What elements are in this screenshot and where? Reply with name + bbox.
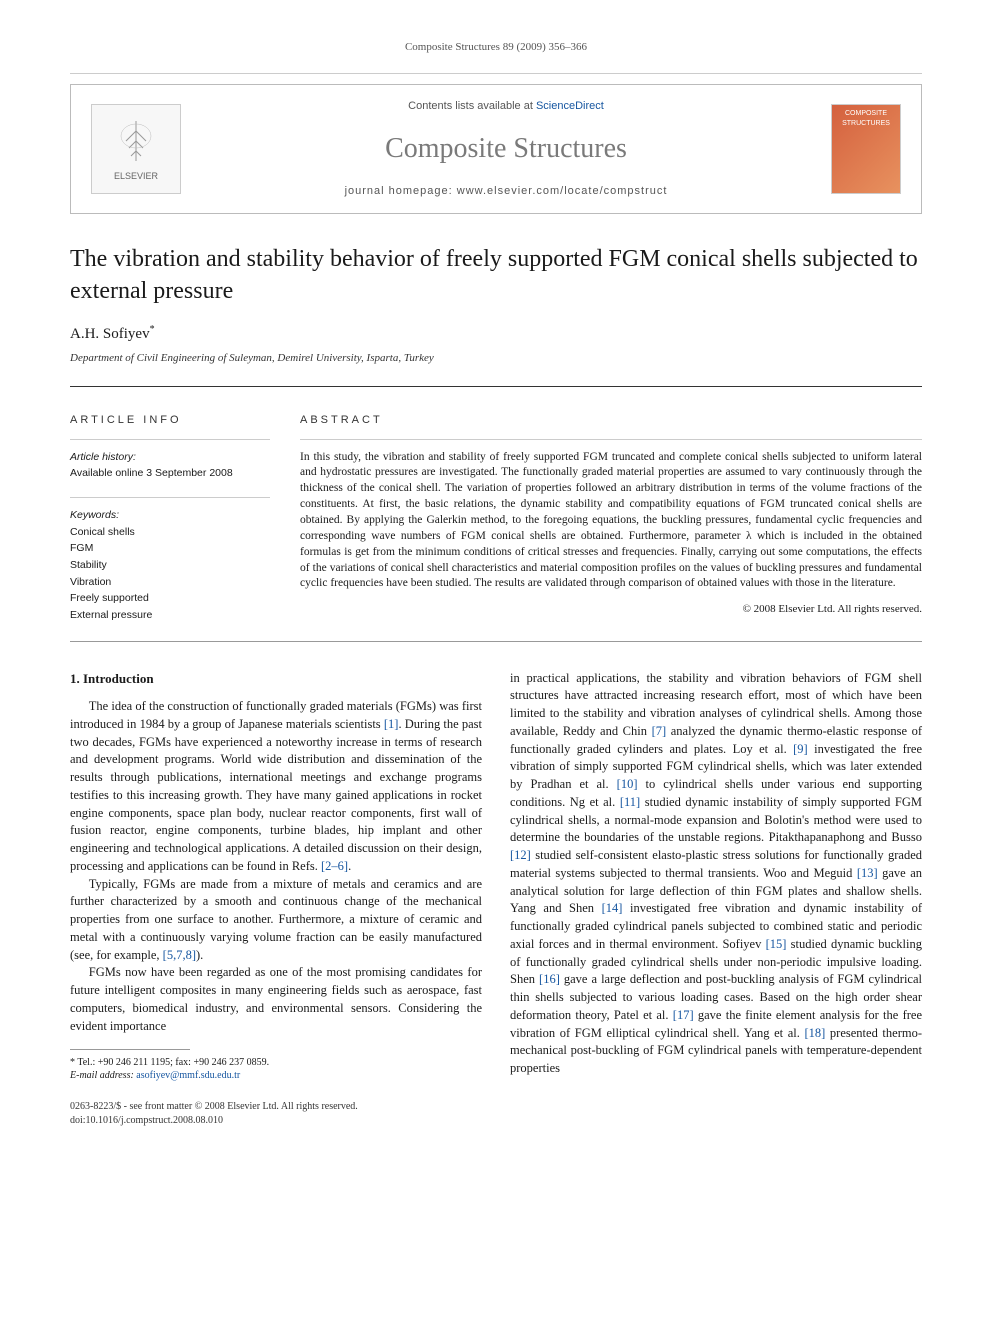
body-text: ). — [196, 948, 203, 962]
ref-link[interactable]: [5,7,8] — [163, 948, 196, 962]
article-info-col: ARTICLE INFO Article history: Available … — [70, 413, 270, 625]
body-paragraph: in practical applications, the stability… — [510, 670, 922, 1078]
keyword-item: Conical shells — [70, 525, 270, 540]
section-1-heading: 1. Introduction — [70, 670, 482, 688]
body-text: Typically, FGMs are made from a mixture … — [70, 877, 482, 962]
history-line: Available online 3 September 2008 — [70, 466, 270, 481]
footnote-line: * Tel.: +90 246 211 1195; fax: +90 246 2… — [70, 1056, 482, 1069]
contents-available-text: Contents lists available at — [408, 100, 536, 112]
header-rule — [70, 73, 922, 74]
ref-link[interactable]: [12] — [510, 848, 531, 862]
ref-link[interactable]: [13] — [857, 866, 878, 880]
footer-row: 0263-8223/$ - see front matter © 2008 El… — [70, 1100, 922, 1128]
ref-link[interactable]: [10] — [617, 777, 638, 791]
page: Composite Structures 89 (2009) 356–366 E… — [0, 0, 992, 1178]
article-info-heading: ARTICLE INFO — [70, 413, 270, 428]
footnote-separator — [70, 1049, 190, 1050]
history-label: Article history: — [70, 450, 270, 465]
keyword-item: Freely supported — [70, 591, 270, 606]
publisher-logo: ELSEVIER — [91, 104, 181, 194]
abstract-heading: ABSTRACT — [300, 413, 922, 428]
footer-doi: doi:10.1016/j.compstruct.2008.08.010 — [70, 1114, 358, 1128]
author-name: A.H. Sofiyev — [70, 326, 150, 342]
keyword-item: FGM — [70, 541, 270, 556]
keywords-label: Keywords: — [70, 508, 270, 523]
body-paragraph: The idea of the construction of function… — [70, 698, 482, 876]
abstract-col: ABSTRACT In this study, the vibration an… — [300, 413, 922, 625]
ref-link[interactable]: [18] — [805, 1026, 826, 1040]
footer-left: 0263-8223/$ - see front matter © 2008 El… — [70, 1100, 358, 1128]
journal-homepage: journal homepage: www.elsevier.com/locat… — [201, 184, 811, 199]
author-line: A.H. Sofiyev* — [70, 323, 922, 345]
ref-link[interactable]: [17] — [673, 1008, 694, 1022]
ref-link[interactable]: [9] — [793, 742, 808, 756]
keyword-item: Vibration — [70, 575, 270, 590]
abstract-copyright: © 2008 Elsevier Ltd. All rights reserved… — [300, 602, 922, 617]
author-email-link[interactable]: asofiyev@mmf.sdu.edu.tr — [136, 1070, 240, 1081]
ref-link[interactable]: [2–6] — [321, 859, 348, 873]
header-citation: Composite Structures 89 (2009) 356–366 — [70, 40, 922, 55]
body-text: . During the past two decades, FGMs have… — [70, 717, 482, 873]
keyword-item: External pressure — [70, 608, 270, 623]
body-paragraph: FGMs now have been regarded as one of th… — [70, 964, 482, 1035]
article-title: The vibration and stability behavior of … — [70, 244, 922, 306]
body-columns: 1. Introduction The idea of the construc… — [70, 670, 922, 1083]
ref-link[interactable]: [11] — [620, 795, 640, 809]
author-marker: * — [150, 324, 155, 335]
body-text: . — [348, 859, 351, 873]
homepage-url[interactable]: www.elsevier.com/locate/compstruct — [457, 185, 668, 197]
contents-center: Contents lists available at ScienceDirec… — [201, 99, 811, 199]
email-label: E-mail address: — [70, 1070, 136, 1081]
contents-box: ELSEVIER Contents lists available at Sci… — [70, 84, 922, 214]
abstract-rule — [300, 439, 922, 440]
journal-name: Composite Structures — [201, 129, 811, 168]
ref-link[interactable]: [14] — [602, 901, 623, 915]
ref-link[interactable]: [16] — [539, 972, 560, 986]
info-top-rule — [70, 386, 922, 387]
footer-copyright: 0263-8223/$ - see front matter © 2008 El… — [70, 1100, 358, 1114]
cover-text: COMPOSITE STRUCTURES — [832, 109, 900, 129]
publisher-logo-text: ELSEVIER — [111, 170, 161, 183]
contents-available: Contents lists available at ScienceDirec… — [201, 99, 811, 114]
ref-link[interactable]: [1] — [384, 717, 399, 731]
sciencedirect-link[interactable]: ScienceDirect — [536, 100, 604, 112]
info-rule-2 — [70, 497, 270, 498]
journal-cover-thumb: COMPOSITE STRUCTURES — [831, 104, 901, 194]
homepage-label: journal homepage: — [345, 185, 457, 197]
ref-link[interactable]: [7] — [652, 724, 667, 738]
info-rule-1 — [70, 439, 270, 440]
info-abstract-row: ARTICLE INFO Article history: Available … — [70, 397, 922, 642]
footnote-email: E-mail address: asofiyev@mmf.sdu.edu.tr — [70, 1069, 482, 1082]
abstract-text: In this study, the vibration and stabili… — [300, 450, 922, 593]
body-paragraph: Typically, FGMs are made from a mixture … — [70, 876, 482, 965]
ref-link[interactable]: [15] — [766, 937, 787, 951]
elsevier-tree-icon — [111, 116, 161, 166]
keyword-item: Stability — [70, 558, 270, 573]
affiliation: Department of Civil Engineering of Suley… — [70, 351, 922, 366]
body-text: FGMs now have been regarded as one of th… — [70, 965, 482, 1032]
